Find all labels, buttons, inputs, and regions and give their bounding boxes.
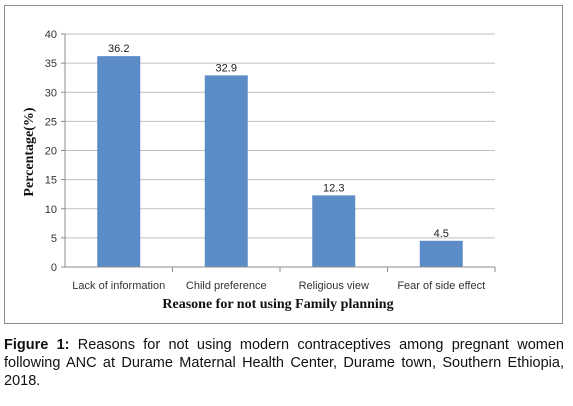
bar — [97, 56, 141, 268]
category-label: Religious view — [299, 280, 369, 292]
caption-label: Figure 1: — [4, 337, 70, 353]
bar — [312, 195, 356, 267]
y-axis-ticks: 0 5 10 15 20 25 30 35 40 — [45, 29, 65, 274]
data-label: 12.3 — [323, 182, 344, 194]
category-label: Lack of information — [72, 280, 165, 292]
category-labels: Lack of information Child preference Relig… — [72, 267, 496, 292]
y-tick-label: 20 — [45, 146, 57, 158]
y-tick-label: 40 — [45, 29, 57, 41]
x-axis-title: Reasone for not using Family planning — [162, 297, 393, 312]
y-axis-title: Percentage(%) — [22, 107, 37, 196]
y-tick-label: 15 — [45, 175, 57, 187]
data-label: 4.5 — [434, 228, 449, 240]
bar — [419, 240, 463, 267]
data-labels: 36.2 32.9 12.3 4.5 — [108, 43, 449, 240]
data-label: 32.9 — [216, 62, 237, 74]
data-label: 36.2 — [108, 43, 129, 55]
y-tick-label: 35 — [45, 58, 57, 70]
figure-caption: Figure 1: Reasons for not using modern c… — [4, 336, 564, 390]
bar-chart: 0 5 10 15 20 25 30 35 40 36.2 32.9 12.3 4.5 Lack of… — [22, 29, 496, 312]
y-tick-label: 30 — [45, 87, 57, 99]
caption-text: Reasons for not using modern contracepti… — [4, 337, 564, 389]
y-tick-label: 5 — [51, 233, 57, 245]
category-label: Fear of side effect — [397, 280, 485, 292]
chart-frame — [4, 5, 563, 324]
y-tick-label: 0 — [51, 262, 57, 274]
category-label: Child preference — [186, 280, 267, 292]
bars — [97, 56, 463, 268]
bar — [204, 75, 248, 267]
y-tick-label: 10 — [45, 204, 57, 216]
y-tick-label: 25 — [45, 116, 57, 128]
